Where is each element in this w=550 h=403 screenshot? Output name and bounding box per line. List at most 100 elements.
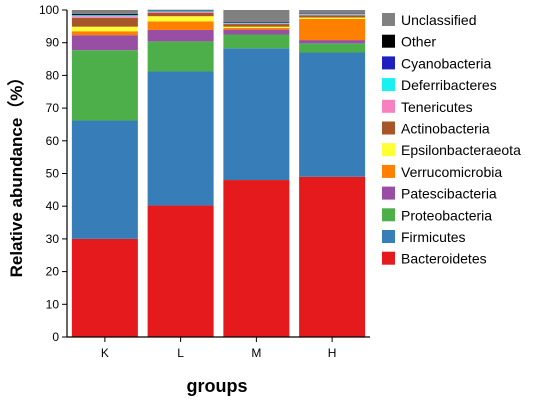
- bar-segment-bacteroidetes-m: [223, 180, 290, 337]
- legend-item-other: Other: [382, 34, 436, 50]
- legend-item-tenericutes: Tenericutes: [382, 99, 473, 115]
- legend-item-proteobacteria: Proteobacteria: [382, 207, 492, 223]
- y-tick-label: 30: [46, 232, 60, 246]
- legend-swatch: [382, 251, 395, 265]
- bar-segment-patescibacteria-m: [223, 29, 290, 35]
- y-tick-label: 20: [46, 265, 60, 279]
- bar-segment-deferribacteres-m: [223, 22, 290, 24]
- y-tick-label: 40: [46, 199, 60, 213]
- legend-label: Bacteroidetes: [401, 251, 487, 267]
- bar-segment-actinobacteria-m: [223, 24, 290, 27]
- legend-swatch: [382, 56, 395, 70]
- y-tick-label: 50: [46, 167, 60, 181]
- legend-item-firmicutes: Firmicutes: [382, 229, 466, 245]
- bar-segment-deferribacteres-h: [299, 13, 366, 15]
- y-tick-label: 70: [46, 101, 60, 115]
- legend-item-deferribacteres: Deferribacteres: [382, 77, 497, 93]
- y-tick-label: 60: [46, 134, 60, 148]
- bar-segment-unclassified-m: [223, 10, 290, 22]
- legend-swatch: [382, 208, 395, 222]
- bar-segment-proteobacteria-m: [223, 34, 290, 49]
- legend-swatch: [382, 99, 395, 113]
- legend-item-verrucomicrobia: Verrucomicrobia: [382, 164, 502, 180]
- bar-segment-verrucomicrobia-k: [71, 31, 138, 36]
- x-tick-label-m: M: [251, 346, 261, 360]
- legend-swatch: [382, 230, 395, 243]
- bar-segment-verrucomicrobia-h: [299, 18, 366, 41]
- bar-segment-epsilonbacteraeota-m: [223, 26, 290, 28]
- legend-label: Patescibacteria: [401, 186, 497, 202]
- bar-segment-proteobacteria-h: [299, 43, 366, 53]
- legend-item-epsilonbacteraeota: Epsilonbacteraeota: [382, 142, 521, 158]
- legend-swatch: [382, 121, 395, 135]
- legend-item-unclassified: Unclassified: [382, 12, 476, 28]
- bar-segment-tenericutes-k: [71, 16, 138, 18]
- bar-segment-actinobacteria-l: [147, 12, 214, 17]
- bar-segment-deferribacteres-k: [71, 15, 138, 17]
- bar-segment-patescibacteria-k: [71, 35, 138, 51]
- bar-segment-unclassified-l: [147, 9, 214, 11]
- legend-label: Verrucomicrobia: [401, 164, 502, 180]
- legend-swatch: [382, 143, 395, 157]
- legend-item-patescibacteria: Patescibacteria: [382, 186, 497, 202]
- legend-label: Tenericutes: [401, 99, 473, 115]
- axes: [66, 10, 370, 338]
- bar-segment-tenericutes-h: [299, 14, 366, 16]
- legend-swatch: [382, 13, 395, 26]
- legend-item-actinobacteria: Actinobacteria: [382, 121, 490, 137]
- y-tick-label: 90: [46, 36, 60, 50]
- legend: Unclassified Other Cyanobacteria Deferribac…: [382, 12, 521, 267]
- legend-label: Other: [401, 34, 436, 50]
- y-axis-ticks: 0 10 20 30 40 50 60 70 80 90 100: [39, 3, 67, 344]
- bar-segment-deferribacteres-l: [147, 11, 214, 12]
- y-tick-label: 10: [46, 297, 60, 311]
- legend-label: Actinobacteria: [401, 121, 490, 137]
- legend-swatch: [382, 186, 395, 200]
- x-tick-label-k: K: [101, 346, 109, 360]
- bar-segment-epsilonbacteraeota-h: [299, 17, 366, 19]
- bar-segment-unclassified-k: [71, 10, 138, 14]
- bar-segment-proteobacteria-k: [71, 50, 138, 121]
- legend-label: Firmicutes: [401, 229, 466, 245]
- x-tick-label-h: H: [328, 346, 337, 360]
- bar-segment-epsilonbacteraeota-l: [147, 16, 214, 22]
- legend-item-cyanobacteria: Cyanobacteria: [382, 55, 491, 71]
- bar-segment-proteobacteria-l: [147, 41, 214, 72]
- legend-swatch: [382, 78, 395, 92]
- y-tick-label: 0: [52, 330, 59, 344]
- x-axis-title: groups: [187, 376, 248, 396]
- bar-segment-patescibacteria-l: [147, 29, 214, 42]
- bar-segment-tenericutes-l: [147, 11, 214, 13]
- legend-label: Unclassified: [401, 12, 476, 28]
- legend-label: Deferribacteres: [401, 77, 497, 93]
- legend-swatch: [382, 164, 395, 178]
- bar-segment-tenericutes-m: [223, 23, 290, 25]
- bar-segment-firmicutes-l: [147, 71, 214, 206]
- bar-segment-actinobacteria-k: [71, 17, 138, 27]
- bar-segment-firmicutes-h: [299, 52, 366, 177]
- x-tick-label-l: L: [177, 346, 184, 360]
- bar-segment-patescibacteria-h: [299, 40, 366, 44]
- bar-segment-bacteroidetes-h: [299, 176, 366, 337]
- bar-segment-other-k: [71, 13, 138, 15]
- bar-segment-verrucomicrobia-l: [147, 21, 214, 30]
- legend-label: Proteobacteria: [401, 207, 492, 223]
- legend-label: Cyanobacteria: [401, 55, 491, 71]
- legend-label: Epsilonbacteraeota: [401, 142, 521, 158]
- bar-segment-unclassified-h: [299, 10, 366, 14]
- bar-segment-firmicutes-m: [223, 48, 290, 181]
- y-tick-label: 80: [46, 68, 60, 82]
- legend-item-bacteroidetes: Bacteroidetes: [382, 251, 487, 267]
- bar-segment-other-m: [223, 21, 290, 23]
- bar-segment-bacteroidetes-k: [71, 238, 138, 337]
- bar-segment-firmicutes-k: [71, 120, 138, 239]
- legend-swatch: [382, 34, 395, 48]
- y-tick-label: 100: [39, 3, 59, 17]
- bar-segment-verrucomicrobia-m: [223, 27, 290, 30]
- bar-segment-actinobacteria-h: [299, 15, 366, 18]
- bar-stacks: [71, 9, 366, 337]
- bar-segment-bacteroidetes-l: [147, 205, 214, 337]
- y-axis-title: Relative abundance（%）: [6, 69, 26, 278]
